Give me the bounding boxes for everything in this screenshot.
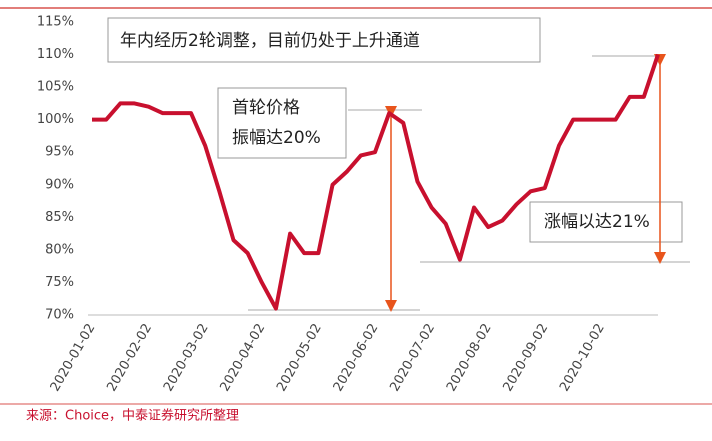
annotation: 振幅达20% bbox=[232, 128, 321, 148]
x-tick-label: 2020-06-02 bbox=[331, 321, 382, 394]
arrows bbox=[385, 54, 666, 312]
annotation-box bbox=[107, 17, 541, 63]
x-tick-label: 2020-10-02 bbox=[557, 321, 608, 394]
x-tick-label: 2020-09-02 bbox=[501, 321, 552, 394]
annotation: 年内经历2轮调整，目前仍处于上升通道 bbox=[120, 31, 420, 51]
y-tick-label: 90% bbox=[45, 177, 74, 192]
annotation-box bbox=[217, 87, 347, 159]
annotation: 首轮价格 bbox=[232, 98, 300, 118]
x-tick-label: 2020-05-02 bbox=[274, 321, 325, 394]
line bbox=[92, 53, 660, 311]
y-tick-label: 115% bbox=[37, 15, 74, 30]
x-tick-label: 2020-08-02 bbox=[444, 321, 495, 394]
x-tick-label: 2020-02-02 bbox=[104, 321, 155, 394]
y-tick-label: 80% bbox=[45, 242, 74, 257]
y-tick-label: 105% bbox=[37, 80, 74, 95]
y-tick-label: 95% bbox=[45, 145, 74, 160]
x-tick-label: 2020-07-02 bbox=[387, 321, 438, 394]
annotation: 涨幅以达21% bbox=[544, 212, 650, 232]
source: 来源：Choice，中泰证券研究所整理 bbox=[26, 408, 239, 424]
x-tick-label: 2020-03-02 bbox=[161, 321, 212, 394]
x-tick-label: 2020-01-02 bbox=[48, 321, 99, 394]
y-tick-label: 110% bbox=[37, 47, 74, 62]
y-tick-label: 100% bbox=[37, 112, 74, 127]
y-tick-label: 85% bbox=[45, 210, 74, 225]
y-tick-label: 75% bbox=[45, 275, 74, 290]
y-tick-label: 70% bbox=[45, 308, 74, 323]
x-tick-label: 2020-04-02 bbox=[218, 321, 269, 394]
